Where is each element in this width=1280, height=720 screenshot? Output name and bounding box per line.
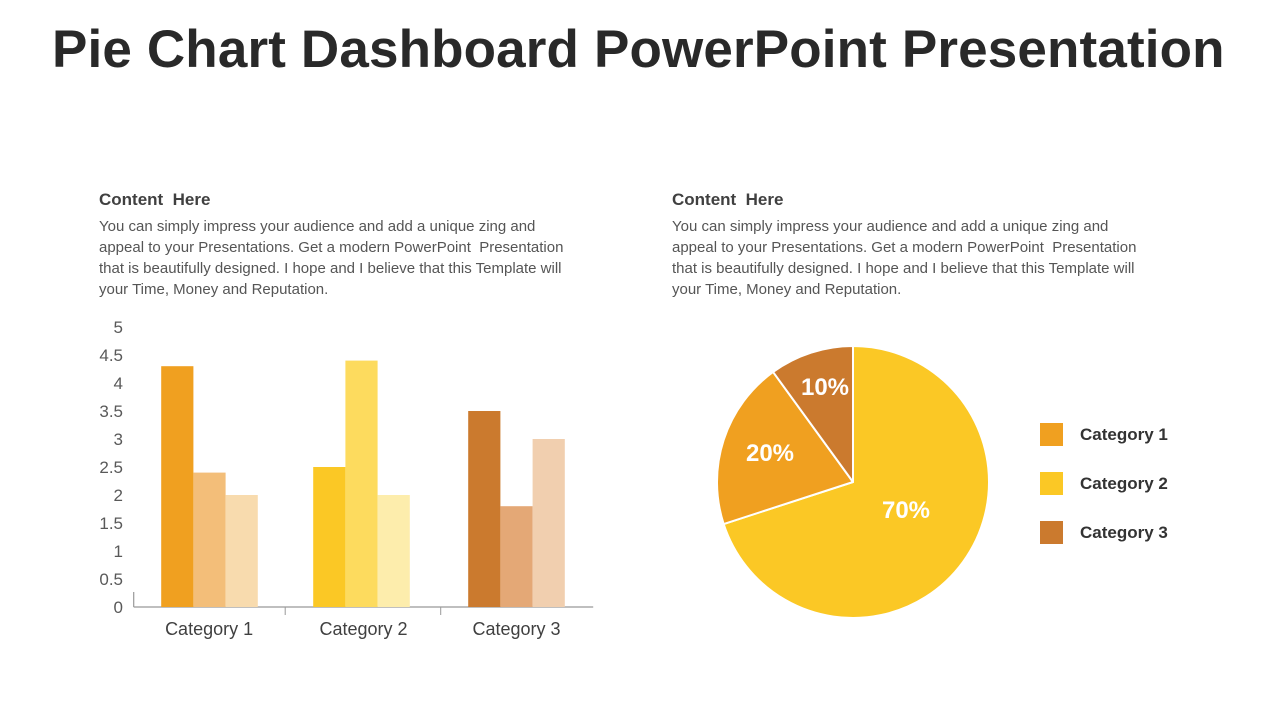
svg-text:Category 2: Category 2	[319, 619, 407, 639]
svg-text:Category 1: Category 1	[1080, 425, 1168, 444]
svg-text:1: 1	[114, 542, 123, 561]
svg-text:Category 3: Category 3	[1080, 523, 1168, 542]
svg-text:4: 4	[114, 374, 123, 393]
svg-text:3: 3	[114, 430, 123, 449]
svg-text:0: 0	[114, 598, 123, 617]
svg-text:1.5: 1.5	[99, 514, 123, 533]
svg-text:70%: 70%	[882, 497, 930, 524]
svg-text:10%: 10%	[801, 374, 849, 401]
svg-text:Category 3: Category 3	[473, 619, 561, 639]
svg-text:Category 1: Category 1	[165, 619, 253, 639]
svg-text:3.5: 3.5	[99, 402, 123, 421]
svg-text:4.5: 4.5	[99, 346, 123, 365]
svg-text:5: 5	[114, 318, 123, 337]
svg-text:Category 2: Category 2	[1080, 474, 1168, 493]
svg-text:20%: 20%	[746, 440, 794, 467]
svg-text:2.5: 2.5	[99, 458, 123, 477]
svg-text:2: 2	[114, 486, 123, 505]
svg-text:0.5: 0.5	[99, 570, 123, 589]
